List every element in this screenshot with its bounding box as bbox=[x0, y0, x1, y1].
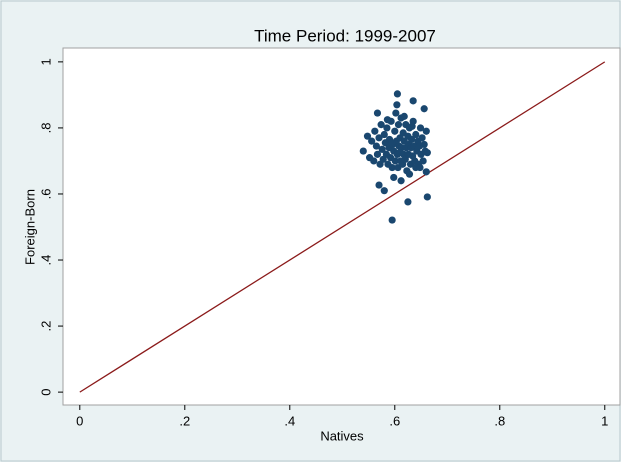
data-point bbox=[383, 124, 391, 132]
x-tick-label: .8 bbox=[494, 413, 505, 428]
data-point bbox=[380, 130, 388, 139]
chart-title: Time Period: 1999-2007 bbox=[254, 26, 436, 45]
y-tick-label: .6 bbox=[38, 189, 53, 200]
data-point bbox=[419, 157, 427, 165]
data-point bbox=[392, 109, 400, 117]
data-point bbox=[418, 134, 426, 142]
x-tick-label: 0 bbox=[76, 413, 83, 428]
y-axis-label: Foreign-Born bbox=[22, 189, 37, 265]
data-point bbox=[388, 163, 396, 172]
data-point bbox=[420, 105, 428, 113]
data-point bbox=[412, 130, 420, 139]
data-point bbox=[390, 173, 398, 182]
y-tick-label: 1 bbox=[38, 58, 53, 65]
data-point bbox=[373, 109, 382, 117]
data-point bbox=[383, 116, 392, 124]
data-point bbox=[391, 157, 399, 165]
data-point bbox=[373, 150, 382, 158]
data-point bbox=[372, 142, 381, 150]
data-point bbox=[388, 216, 396, 224]
x-axis-label: Natives bbox=[320, 428, 364, 443]
y-tick-label: 0 bbox=[38, 389, 53, 396]
data-point bbox=[404, 198, 412, 206]
y-tick-label: .4 bbox=[38, 255, 53, 266]
plot-region bbox=[62, 47, 621, 406]
data-point bbox=[370, 157, 378, 165]
x-tick-label: 1 bbox=[601, 413, 608, 428]
data-point bbox=[378, 145, 386, 153]
data-point bbox=[393, 101, 401, 109]
data-point bbox=[394, 121, 403, 129]
data-point bbox=[423, 149, 431, 157]
data-point bbox=[397, 177, 405, 185]
data-point bbox=[393, 90, 402, 98]
data-point bbox=[422, 168, 430, 176]
data-point bbox=[416, 163, 424, 172]
x-tick-label: .6 bbox=[389, 413, 400, 428]
y-tick-label: .8 bbox=[38, 122, 53, 133]
data-point bbox=[422, 127, 430, 135]
data-point bbox=[368, 137, 376, 145]
data-point bbox=[405, 170, 414, 178]
data-point bbox=[408, 122, 416, 130]
data-point bbox=[391, 127, 399, 135]
data-point bbox=[400, 112, 408, 120]
data-point bbox=[359, 147, 367, 155]
x-tick-label: .4 bbox=[284, 413, 295, 428]
data-point bbox=[420, 140, 428, 149]
data-point bbox=[375, 181, 383, 189]
data-point bbox=[423, 193, 431, 201]
data-point bbox=[407, 135, 416, 144]
data-point bbox=[363, 132, 372, 140]
data-point bbox=[388, 139, 396, 147]
data-point bbox=[409, 97, 417, 105]
x-tick-label: .2 bbox=[179, 413, 190, 428]
reference-line bbox=[79, 61, 606, 393]
data-point bbox=[416, 124, 425, 132]
data-point bbox=[380, 187, 388, 195]
data-point bbox=[377, 121, 385, 129]
y-tick-label: .2 bbox=[38, 321, 53, 332]
data-point bbox=[395, 149, 404, 157]
data-point bbox=[375, 134, 383, 142]
data-point bbox=[371, 127, 379, 135]
